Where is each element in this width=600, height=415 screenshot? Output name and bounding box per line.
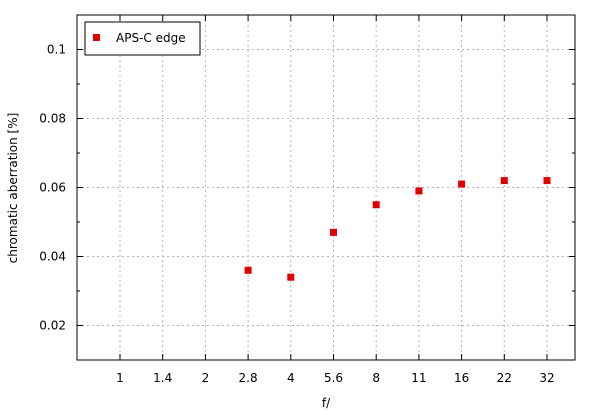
x-tick-label: 2 — [202, 371, 210, 385]
x-tick-label: 1.4 — [153, 371, 172, 385]
x-tick-label: 8 — [372, 371, 380, 385]
y-tick-labels: 0.02 0.04 0.06 0.08 0.1 — [39, 43, 66, 333]
data-point — [287, 273, 295, 281]
y-tick-label: 0.04 — [39, 250, 66, 264]
legend-label: APS-C edge — [116, 31, 186, 45]
axis-ticks — [77, 14, 575, 361]
data-point — [458, 180, 466, 188]
x-tick-label: 16 — [454, 371, 469, 385]
x-tick-label: 22 — [497, 371, 512, 385]
data-points — [244, 177, 551, 281]
x-tick-label: 2.8 — [239, 371, 258, 385]
data-point — [543, 177, 551, 185]
data-point — [500, 177, 508, 185]
y-tick-label: 0.1 — [47, 43, 66, 57]
data-point — [330, 228, 337, 236]
grid — [77, 15, 575, 360]
data-point — [372, 201, 380, 209]
legend-box — [84, 21, 201, 56]
data-point — [415, 187, 423, 195]
x-axis-title: f/ — [322, 396, 331, 410]
x-tick-label: 4 — [287, 371, 295, 385]
y-tick-label: 0.08 — [39, 112, 66, 126]
y-tick-label: 0.02 — [39, 319, 66, 333]
x-tick-label: 1 — [116, 371, 124, 385]
legend-marker — [93, 34, 100, 41]
plot-frame — [76, 14, 576, 361]
y-tick-label: 0.06 — [39, 181, 66, 195]
data-point — [244, 266, 252, 274]
y-axis-title: chromatic aberration [%] — [6, 113, 20, 264]
x-tick-label: 11 — [411, 371, 426, 385]
legend: APS-C edge — [84, 21, 201, 56]
x-tick-label: 5.6 — [324, 371, 343, 385]
x-tick-labels: 1 1.4 2 2.8 4 5.6 8 11 16 22 32 — [116, 371, 554, 385]
x-tick-label: 32 — [539, 371, 554, 385]
